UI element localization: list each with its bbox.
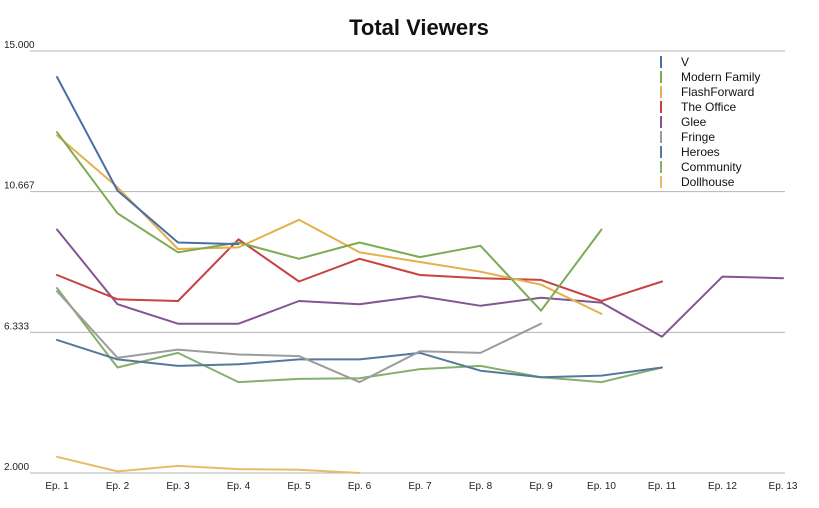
x-tick-label: Ep. 5 [287,481,311,492]
x-tick-label: Ep. 9 [529,481,553,492]
gridlines [30,50,785,474]
series-line-glee [56,228,784,338]
series-line-v [56,76,240,246]
legend-label-modern-family: Modern Family [681,70,760,84]
legend-label-glee: Glee [681,115,707,129]
x-tick-label: Ep. 13 [769,481,798,492]
series-line-heroes [56,338,663,379]
y-tick-label: 2.000 [4,462,29,473]
series-line-community [56,287,663,384]
y-tick-label: 15.000 [4,40,35,51]
x-tick-label: Ep. 8 [469,481,493,492]
y-axis-ticks: 2.000 6.333 10.667 15.000 [4,40,35,473]
legend-label-heroes: Heroes [681,145,720,159]
x-tick-label: Ep. 1 [45,481,69,492]
series-line-the-office [56,238,663,302]
x-tick-label: Ep. 7 [408,481,432,492]
legend-label-v: V [681,55,689,69]
series-line-dollhouse [56,455,361,474]
legend-label-community: Community [681,160,742,174]
x-axis-ticks: Ep. 1 Ep. 2 Ep. 3 Ep. 4 Ep. 5 Ep. 6 Ep. 7 Ep. 8… [45,481,798,492]
series-lines [56,76,784,474]
chart-title: Total Viewers [349,15,489,40]
x-tick-label: Ep. 2 [106,481,130,492]
x-tick-label: Ep. 12 [708,481,737,492]
legend-label-fringe: Fringe [681,130,715,144]
x-tick-label: Ep. 6 [348,481,372,492]
series-line-modern-family [56,131,603,312]
x-tick-label: Ep. 4 [227,481,251,492]
legend-label-flashforward: FlashForward [681,85,754,99]
x-tick-label: Ep. 10 [587,481,616,492]
x-tick-label: Ep. 3 [166,481,190,492]
legend-label-the-office: The Office [681,100,736,114]
series-line-fringe [56,290,542,384]
y-tick-label: 10.667 [4,181,35,192]
legend-label-dollhouse: Dollhouse [681,175,735,189]
y-tick-label: 6.333 [4,321,29,332]
x-tick-label: Ep. 11 [648,481,677,492]
